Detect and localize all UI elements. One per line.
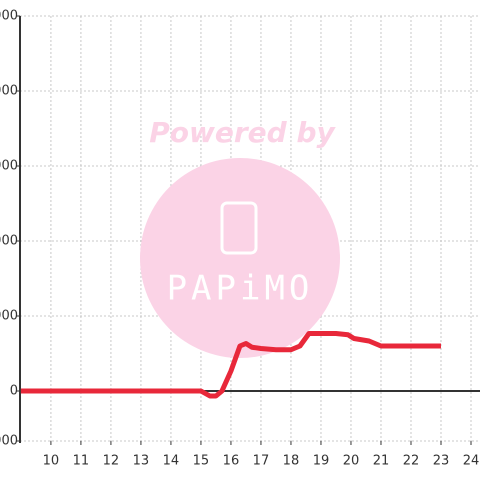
line-series	[20, 331, 441, 399]
x-tick-label: 15	[193, 454, 210, 469]
x-tick-label: 23	[433, 454, 450, 469]
x-tick-label: 12	[103, 454, 120, 469]
watermark-circle	[140, 158, 340, 358]
y-tick-label: 150,000	[0, 9, 18, 24]
x-tick-label: 16	[223, 454, 240, 469]
watermark-logo: PAPiMO	[167, 269, 314, 309]
x-tick-label: 11	[73, 454, 90, 469]
x-tick-label: 20	[343, 454, 360, 469]
watermark-text: Powered by	[149, 116, 336, 149]
y-tick-label: 120,000	[0, 84, 18, 99]
y-tick-label: 90,000	[0, 159, 18, 174]
y-tick-label: 60,000	[0, 234, 18, 249]
y-tick-label: 0	[10, 384, 18, 399]
x-tick-label: 10	[43, 454, 60, 469]
x-tick-label: 17	[253, 454, 270, 469]
x-tick-label: 19	[313, 454, 330, 469]
x-tick-label: 22	[403, 454, 420, 469]
x-tick-label: 14	[163, 454, 180, 469]
x-tick-label: 18	[283, 454, 300, 469]
x-tick-label: 21	[373, 454, 390, 469]
y-tick-label: 30,000	[0, 309, 18, 324]
x-tick-label: 13	[133, 454, 150, 469]
y-tick-label: -20,000	[0, 434, 18, 449]
x-tick-label: 24	[463, 454, 480, 469]
watermark-icon	[220, 201, 258, 255]
